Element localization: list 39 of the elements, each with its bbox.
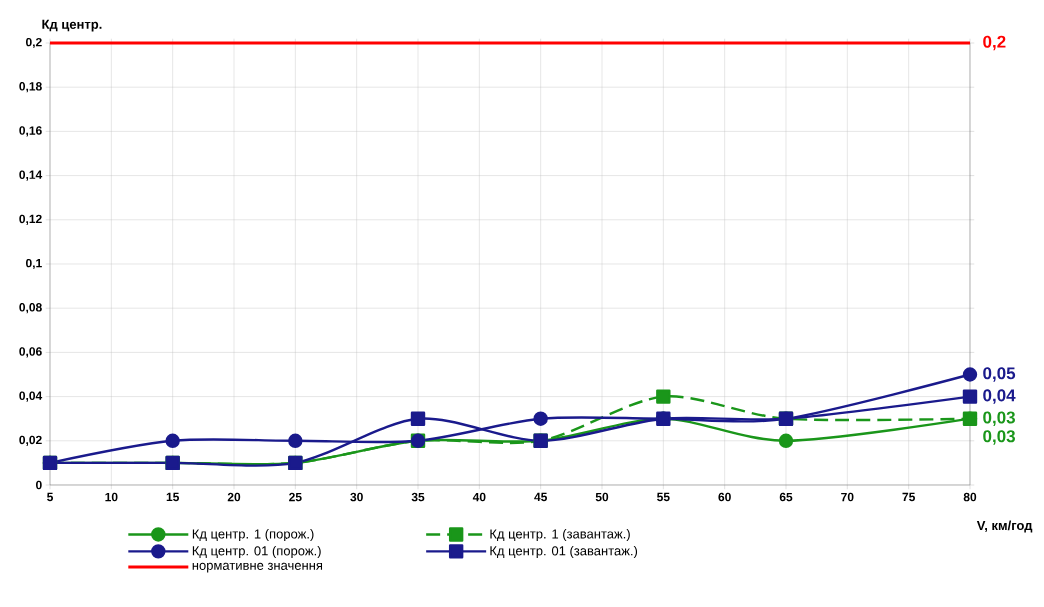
- x-tick-label: 25: [289, 492, 302, 502]
- legend-label: Кд центр. 1 (порож.): [192, 528, 314, 542]
- x-tick-label: 15: [166, 492, 180, 502]
- y-tick-label: 0,04: [19, 391, 43, 402]
- x-tick-label: 50: [595, 492, 609, 502]
- x-tick-label: 45: [534, 492, 547, 502]
- x-tick-label: 80: [963, 492, 977, 502]
- x-axis-title: V, км/год: [976, 520, 1033, 533]
- y-tick-label: 0,14: [19, 170, 43, 181]
- x-tick-label: 65: [779, 492, 793, 502]
- y-tick-label: 0,18: [19, 82, 42, 93]
- data-label: 0,03: [983, 411, 1015, 426]
- x-tick-label: 40: [472, 492, 486, 502]
- x-tick-label: 35: [411, 492, 425, 502]
- y-tick-label: 0,02: [19, 435, 42, 446]
- x-tick-label: 5: [47, 492, 54, 502]
- y-tick-label: 0,1: [26, 258, 42, 270]
- legend-label: Кд центр. 01 (завантаж.): [490, 545, 638, 558]
- legend-label: Кд центр. 01 (порож.): [192, 545, 321, 558]
- y-axis-title: Кд центр.: [42, 19, 102, 32]
- y-tick-label: 0,12: [19, 214, 42, 225]
- y-tick-label: 0,06: [19, 347, 42, 358]
- y-tick-label: 0,08: [19, 303, 42, 314]
- data-label: 0,03: [983, 430, 1015, 445]
- legend-label: нормативне значення: [192, 562, 323, 573]
- legend-label: Кд центр. 1 (завантаж.): [490, 528, 630, 542]
- x-tick-label: 30: [350, 492, 363, 502]
- y-tick-label: 0: [36, 480, 42, 490]
- x-tick-label: 20: [227, 492, 241, 502]
- x-tick-label: 75: [902, 492, 915, 502]
- data-label: 0,2: [983, 35, 1006, 51]
- x-tick-label: 70: [841, 492, 854, 502]
- x-tick-label: 55: [657, 492, 670, 502]
- data-label: 0,04: [983, 389, 1016, 404]
- y-tick-label: 0,16: [19, 126, 42, 137]
- data-label: 0,05: [983, 367, 1016, 382]
- y-tick-label: 0,2: [26, 37, 42, 49]
- x-tick-label: 10: [105, 492, 118, 502]
- x-tick-label: 60: [718, 492, 731, 502]
